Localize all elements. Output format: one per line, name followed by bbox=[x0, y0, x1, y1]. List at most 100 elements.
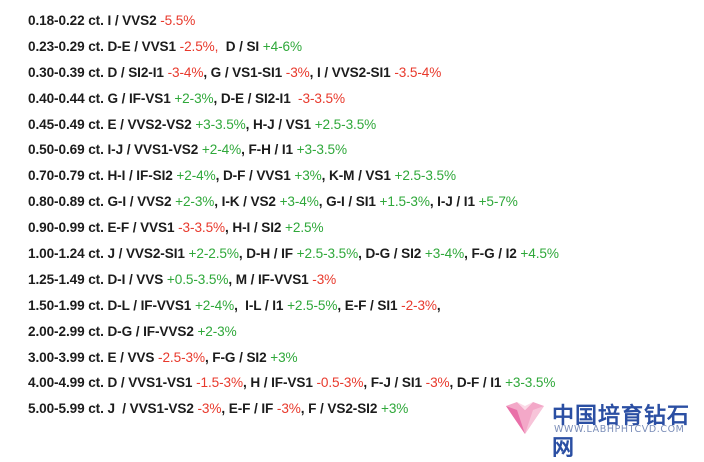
price-row: 0.50-0.69 ct. I-J / VVS1-VS2 +2-4%, F-H … bbox=[28, 137, 559, 163]
grade-text: 0.70-0.79 ct. H-I / IF-SI2 bbox=[28, 168, 177, 184]
positive-change: +2-3% bbox=[175, 194, 215, 210]
grade-text: 0.30-0.39 ct. D / SI2-I1 bbox=[28, 64, 168, 80]
grade-text: 5.00-5.99 ct. J / VVS1-VS2 bbox=[28, 401, 198, 417]
positive-change: +3-3.5% bbox=[195, 116, 246, 132]
price-row: 4.00-4.99 ct. D / VVS1-VS1 -1.5-3%, H / … bbox=[28, 370, 559, 396]
negative-change: -0.5-3% bbox=[316, 375, 364, 391]
positive-change: +2-4% bbox=[201, 142, 242, 158]
grade-text: , D-E / SI2-I1 bbox=[213, 90, 295, 106]
grade-text: 0.80-0.89 ct. G-I / VVS2 bbox=[28, 194, 176, 210]
positive-change: +2.5-5% bbox=[287, 297, 338, 313]
grade-text: , D-H / IF bbox=[238, 246, 297, 262]
grade-text: , F-G / I2 bbox=[464, 246, 521, 262]
negative-change: -3% bbox=[425, 375, 450, 391]
price-row: 1.50-1.99 ct. D-L / IF-VVS1 +2-4%, I-L /… bbox=[28, 293, 559, 319]
positive-change: +2.5-3.5% bbox=[314, 116, 377, 132]
grade-text: , D-F / VVS1 bbox=[215, 168, 295, 184]
positive-change: +3-3.5% bbox=[505, 375, 556, 391]
negative-change: -3% bbox=[276, 401, 301, 417]
grade-text: 0.45-0.49 ct. E / VVS2-VS2 bbox=[28, 116, 196, 132]
positive-change: +3-4% bbox=[279, 194, 319, 210]
negative-change: -3.5-4% bbox=[394, 64, 442, 80]
positive-change: +3% bbox=[294, 168, 322, 184]
positive-change: +2-2.5% bbox=[188, 246, 239, 262]
price-row: 3.00-3.99 ct. E / VVS -2.5-3%, F-G / SI2… bbox=[28, 345, 559, 371]
grade-text: 0.18-0.22 ct. I / VVS2 bbox=[28, 13, 161, 28]
negative-change: -3% bbox=[285, 64, 310, 80]
grade-text: 0.90-0.99 ct. E-F / VVS1 bbox=[28, 220, 179, 236]
grade-text: , H-J / VS1 bbox=[245, 116, 315, 132]
negative-change: -2.5%, bbox=[179, 38, 219, 54]
grade-text: , D-G / SI2 bbox=[358, 246, 425, 262]
price-row: 0.80-0.89 ct. G-I / VVS2 +2-3%, I-K / VS… bbox=[28, 189, 559, 215]
positive-change: +4.5% bbox=[520, 246, 559, 262]
grade-text: , F-G / SI2 bbox=[204, 349, 271, 365]
positive-change: +3-4% bbox=[424, 246, 465, 262]
positive-change: +5-7% bbox=[478, 194, 518, 210]
negative-change: -2.5-3% bbox=[158, 349, 205, 365]
positive-change: +2.5-3.5% bbox=[296, 246, 359, 262]
diamond-heart-icon bbox=[506, 402, 544, 434]
positive-change: +3% bbox=[381, 401, 409, 417]
grade-text: 0.40-0.44 ct. G / IF-VS1 bbox=[28, 90, 175, 106]
grade-text: , H-I / SI2 bbox=[225, 220, 286, 236]
grade-text: 3.00-3.99 ct. E / VVS bbox=[28, 349, 159, 365]
watermark-url: WWW.LABHPHTCVD.COM bbox=[554, 424, 685, 435]
grade-text: 2.00-2.99 ct. D-G / IF-VVS2 bbox=[28, 323, 198, 339]
negative-change: -3-4% bbox=[167, 64, 204, 80]
grade-text: , G / VS1-SI1 bbox=[203, 64, 286, 80]
positive-change: +3% bbox=[270, 349, 298, 365]
positive-change: +2-3% bbox=[197, 323, 237, 339]
grade-text: D / SI bbox=[218, 38, 263, 54]
price-row: 0.90-0.99 ct. E-F / VVS1 -3-3.5%, H-I / … bbox=[28, 215, 559, 241]
negative-change: -2-3% bbox=[401, 297, 437, 313]
price-row: 0.40-0.44 ct. G / IF-VS1 +2-3%, D-E / SI… bbox=[28, 86, 559, 112]
grade-text: , G-I / SI1 bbox=[318, 194, 380, 210]
grade-text: , E-F / SI1 bbox=[337, 297, 402, 313]
negative-change: -3-3.5% bbox=[178, 220, 226, 236]
grade-text: , I / VVS2-SI1 bbox=[309, 64, 395, 80]
price-row: 0.70-0.79 ct. H-I / IF-SI2 +2-4%, D-F / … bbox=[28, 163, 559, 189]
grade-text: , I-J / I1 bbox=[429, 194, 479, 210]
grade-text: , F-J / SI1 bbox=[363, 375, 426, 391]
grade-text: , E-F / IF bbox=[221, 401, 277, 417]
price-row: 0.30-0.39 ct. D / SI2-I1 -3-4%, G / VS1-… bbox=[28, 60, 559, 86]
positive-change: +1.5-3% bbox=[379, 194, 430, 210]
negative-change: -3-3.5% bbox=[294, 90, 345, 106]
grade-text: 4.00-4.99 ct. D / VVS1-VS1 bbox=[28, 375, 197, 391]
price-row: 0.45-0.49 ct. E / VVS2-VS2 +3-3.5%, H-J … bbox=[28, 112, 559, 138]
grade-text: , H / IF-VS1 bbox=[242, 375, 317, 391]
negative-change: -5.5% bbox=[160, 13, 196, 28]
price-row: 5.00-5.99 ct. J / VVS1-VS2 -3%, E-F / IF… bbox=[28, 396, 559, 422]
price-row: 0.23-0.29 ct. D-E / VVS1 -2.5%, D / SI +… bbox=[28, 34, 559, 60]
grade-text: , I-K / VS2 bbox=[214, 194, 280, 210]
grade-text: 1.50-1.99 ct. D-L / IF-VVS1 bbox=[28, 297, 195, 313]
positive-change: +2.5-3.5% bbox=[394, 168, 457, 184]
positive-change: +3-3.5% bbox=[296, 142, 347, 158]
negative-change: -1.5-3% bbox=[196, 375, 243, 391]
watermark-logo: 中国培育钻石网 WWW.LABHPHTCVD.COM bbox=[502, 398, 702, 461]
positive-change: +0.5-3.5% bbox=[166, 271, 229, 287]
positive-change: +4-6% bbox=[262, 38, 302, 54]
positive-change: +2-3% bbox=[174, 90, 214, 106]
positive-change: +2-4% bbox=[176, 168, 216, 184]
grade-text: , F / VS2-SI2 bbox=[300, 401, 381, 417]
positive-change: +2.5% bbox=[285, 220, 324, 236]
grade-text: , K-M / VS1 bbox=[321, 168, 395, 184]
grade-text: , M / IF-VVS1 bbox=[228, 271, 313, 287]
grade-text: 1.25-1.49 ct. D-I / VVS bbox=[28, 271, 167, 287]
grade-text: 1.00-1.24 ct. J / VVS2-SI1 bbox=[28, 246, 189, 262]
price-row: 0.18-0.22 ct. I / VVS2 -5.5% bbox=[28, 8, 559, 34]
grade-text: , bbox=[436, 297, 441, 313]
grade-text: , F-H / I1 bbox=[241, 142, 297, 158]
price-row: 2.00-2.99 ct. D-G / IF-VVS2 +2-3% bbox=[28, 319, 559, 345]
grade-text: , I-L / I1 bbox=[234, 297, 288, 313]
price-row: 1.00-1.24 ct. J / VVS2-SI1 +2-2.5%, D-H … bbox=[28, 241, 559, 267]
price-adjustment-list: 0.18-0.22 ct. I / VVS2 -5.5% 0.23-0.29 ct… bbox=[28, 8, 559, 422]
negative-change: -3% bbox=[197, 401, 222, 417]
positive-change: +2-4% bbox=[194, 297, 235, 313]
price-row: 1.25-1.49 ct. D-I / VVS +0.5-3.5%, M / I… bbox=[28, 267, 559, 293]
grade-text: 0.23-0.29 ct. D-E / VVS1 bbox=[28, 38, 180, 54]
negative-change: -3% bbox=[312, 271, 337, 287]
grade-text: , D-F / I1 bbox=[449, 375, 506, 391]
